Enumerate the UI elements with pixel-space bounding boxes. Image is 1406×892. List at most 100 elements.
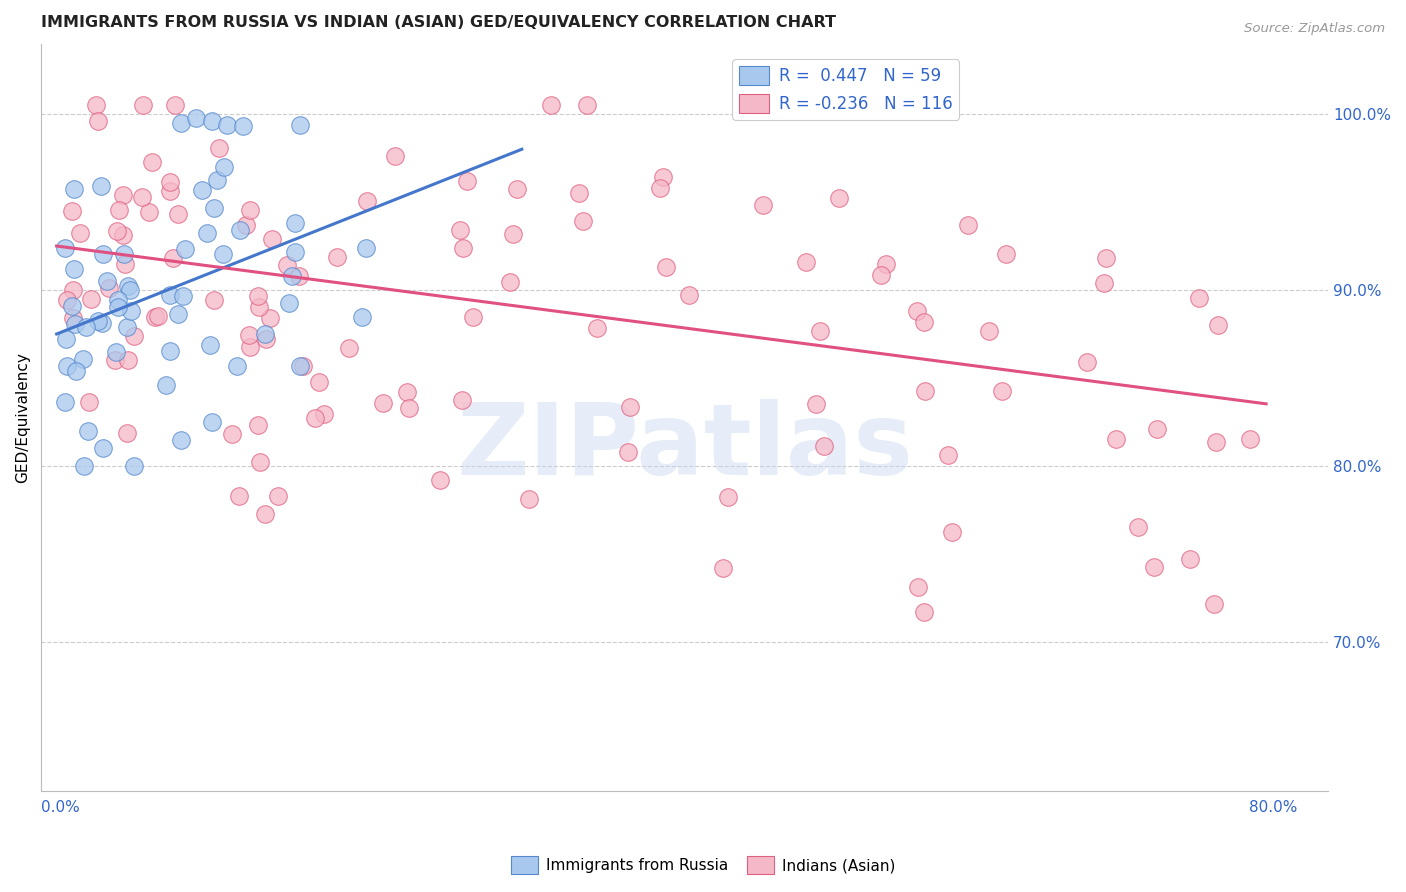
Point xyxy=(111,187,134,202)
Point xyxy=(260,232,283,246)
Point xyxy=(122,329,145,343)
Point xyxy=(711,561,734,575)
Point xyxy=(201,415,224,429)
Point xyxy=(246,418,269,433)
Point xyxy=(138,205,160,219)
Point xyxy=(995,247,1018,261)
Point xyxy=(159,288,181,302)
Point xyxy=(517,492,540,507)
Point xyxy=(96,274,118,288)
Point xyxy=(907,580,929,594)
Point xyxy=(717,490,740,504)
Point xyxy=(1126,520,1149,534)
Text: IMMIGRANTS FROM RUSSIA VS INDIAN (ASIAN) GED/EQUIVALENCY CORRELATION CHART: IMMIGRANTS FROM RUSSIA VS INDIAN (ASIAN)… xyxy=(41,15,837,30)
Point xyxy=(751,198,773,212)
Point xyxy=(221,426,243,441)
Point xyxy=(1180,552,1202,566)
Point xyxy=(287,268,309,283)
Point xyxy=(211,247,233,261)
Point xyxy=(619,400,641,414)
Point xyxy=(172,289,194,303)
Point xyxy=(678,288,700,302)
Point xyxy=(53,394,76,409)
Point xyxy=(155,377,177,392)
Point xyxy=(200,337,222,351)
Point xyxy=(62,262,84,277)
Point xyxy=(259,311,281,326)
Point xyxy=(76,424,98,438)
Point xyxy=(62,311,84,326)
Point xyxy=(254,332,277,346)
Point xyxy=(191,183,214,197)
Point xyxy=(253,326,276,341)
Point xyxy=(941,524,963,539)
Point xyxy=(132,98,155,112)
Point xyxy=(202,293,225,308)
Point xyxy=(648,180,671,194)
Point xyxy=(977,324,1000,338)
Point xyxy=(239,203,262,218)
Point xyxy=(159,175,181,189)
Point xyxy=(55,359,77,373)
Point xyxy=(373,396,395,410)
Point xyxy=(146,309,169,323)
Point xyxy=(112,247,135,261)
Point xyxy=(167,307,190,321)
Point xyxy=(62,283,84,297)
Point xyxy=(991,384,1014,398)
Point xyxy=(384,149,406,163)
Legend: Immigrants from Russia, Indians (Asian): Immigrants from Russia, Indians (Asian) xyxy=(505,850,901,880)
Point xyxy=(65,363,87,377)
Point xyxy=(1092,276,1115,290)
Point xyxy=(396,384,419,399)
Text: 0.0%: 0.0% xyxy=(41,800,80,815)
Point xyxy=(84,98,107,112)
Point xyxy=(163,98,186,112)
Point xyxy=(652,169,675,184)
Point xyxy=(246,289,269,303)
Point xyxy=(162,252,184,266)
Point xyxy=(912,605,935,619)
Point xyxy=(585,320,607,334)
Point xyxy=(828,191,851,205)
Point xyxy=(870,268,893,283)
Point xyxy=(159,184,181,198)
Point xyxy=(247,300,270,314)
Point xyxy=(616,445,638,459)
Point xyxy=(55,332,77,346)
Point xyxy=(238,328,260,343)
Point xyxy=(72,351,94,366)
Point xyxy=(463,310,485,324)
Point xyxy=(229,222,252,236)
Point xyxy=(159,344,181,359)
Point xyxy=(325,250,347,264)
Point xyxy=(111,228,134,243)
Point xyxy=(97,281,120,295)
Point xyxy=(141,155,163,169)
Point xyxy=(451,392,474,407)
Point xyxy=(207,172,229,186)
Point xyxy=(914,384,936,399)
Point xyxy=(312,407,335,421)
Point xyxy=(1143,559,1166,574)
Point xyxy=(308,375,330,389)
Point xyxy=(1076,355,1098,369)
Point xyxy=(107,300,129,314)
Point xyxy=(451,241,474,255)
Point xyxy=(1205,434,1227,449)
Point xyxy=(794,255,817,269)
Point xyxy=(104,353,127,368)
Point xyxy=(281,268,304,283)
Point xyxy=(90,316,112,330)
Point xyxy=(73,458,96,473)
Point xyxy=(195,226,218,240)
Point xyxy=(905,303,928,318)
Point xyxy=(212,160,235,174)
Point xyxy=(226,359,249,374)
Point xyxy=(228,489,250,503)
Point xyxy=(957,218,980,232)
Point xyxy=(304,410,326,425)
Point xyxy=(117,278,139,293)
Point xyxy=(235,218,257,232)
Point xyxy=(502,227,524,241)
